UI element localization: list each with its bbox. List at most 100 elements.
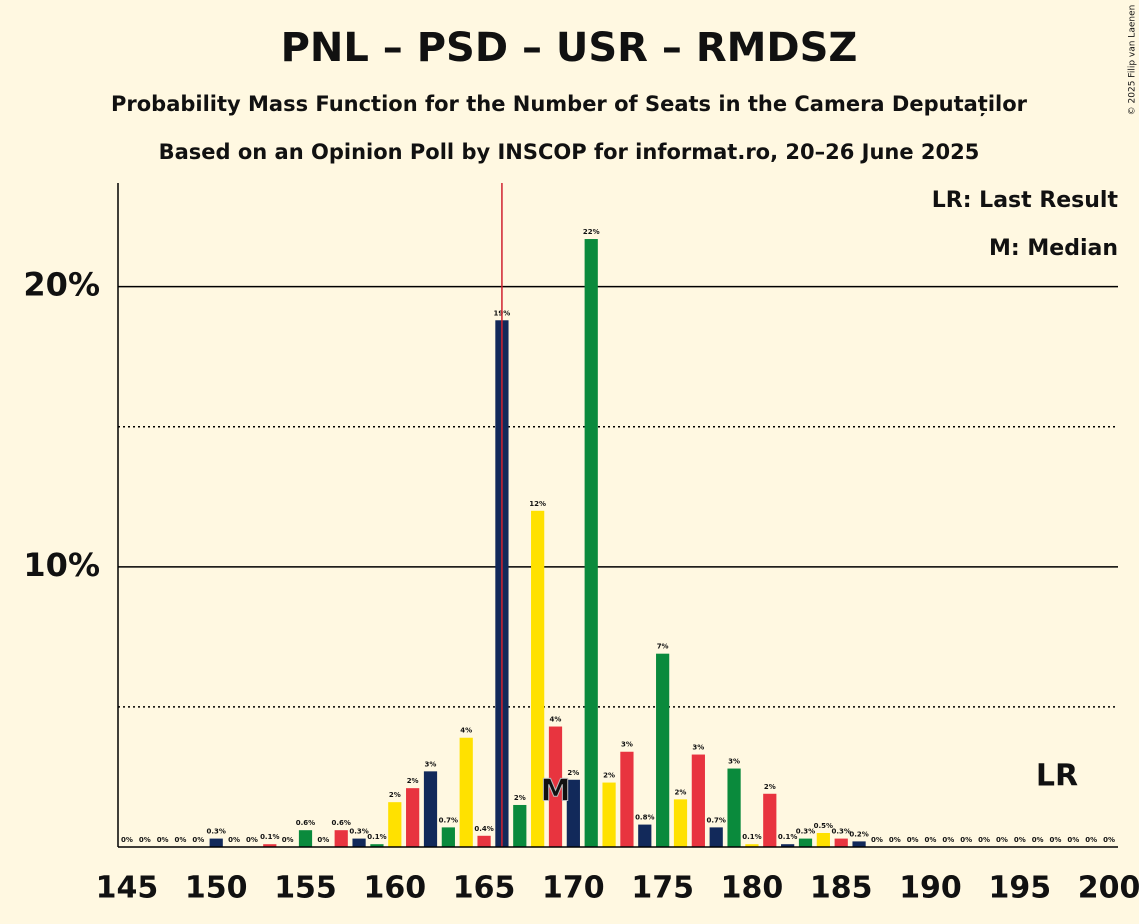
value-label: 3% [425,760,437,768]
bar [816,832,830,847]
legend-entry: M: Median [989,236,1118,261]
value-label: 0% [978,836,990,844]
bar [691,754,705,847]
bar [834,838,848,847]
value-label: 0% [1014,836,1026,844]
bar [459,737,473,847]
value-label: 0.4% [474,825,493,833]
value-label: 2% [567,769,579,777]
x-tick-label: 170 [542,871,605,906]
chart-subtitle: Based on an Opinion Poll by INSCOP for i… [159,140,980,164]
value-label: 0.1% [742,833,761,841]
value-label: 0% [121,836,133,844]
bar [852,841,866,847]
bar [584,239,598,847]
value-label: 0.3% [796,828,815,836]
bar [298,830,313,847]
x-tick-label: 185 [810,871,873,906]
value-label: 3% [728,758,740,766]
value-label: 0.7% [707,816,726,824]
value-label: 0% [871,836,883,844]
value-label: 0.1% [367,833,386,841]
value-label: 2% [603,772,615,780]
bar [727,768,741,847]
bar [763,793,777,847]
value-label: 0% [1032,836,1044,844]
bar [798,838,813,847]
bar [388,802,402,847]
x-tick-label: 150 [185,871,248,906]
bar [673,799,688,847]
value-label: 0% [246,836,258,844]
x-tick-label: 165 [453,871,516,906]
value-label: 0% [317,836,329,844]
bar [709,827,723,847]
chart-subtitle: Probability Mass Function for the Number… [111,92,1028,117]
value-label: 0.8% [635,814,654,822]
value-label: 2% [389,791,401,799]
value-label: 0.3% [349,828,368,836]
value-label: 7% [657,643,669,651]
bar [745,844,759,847]
bar [352,838,366,847]
value-label: 0% [1085,836,1097,844]
value-label: 0% [889,836,901,844]
last-result-label: LR [1036,759,1078,794]
value-label: 4% [550,716,562,724]
bar [602,782,616,847]
x-tick-label: 155 [274,871,337,906]
value-label: 2% [764,783,776,791]
value-label: 0% [175,836,187,844]
value-label: 0% [960,836,972,844]
value-label: 0.3% [832,828,851,836]
y-tick-label: 10% [23,546,100,584]
value-label: 0% [282,836,294,844]
bar [620,751,634,847]
x-tick-label: 190 [899,871,962,906]
value-label: 0% [139,836,151,844]
bar [209,838,223,847]
value-label: 0% [228,836,240,844]
bar [370,844,384,847]
copyright: © 2025 Filip van Laenen [1128,5,1138,116]
value-label: 0.7% [439,816,458,824]
value-label: 0.6% [296,819,315,827]
value-label: 3% [621,741,633,749]
value-label: 0.5% [814,822,833,830]
bar [477,835,491,847]
x-tick-label: 195 [988,871,1051,906]
bar [781,844,795,847]
median-label: M [541,774,571,809]
x-tick-label: 145 [96,871,159,906]
value-label: 0% [907,836,919,844]
value-label: 0% [1067,836,1079,844]
value-label: 0% [1050,836,1062,844]
value-label: 12% [529,500,546,508]
bar [531,510,545,847]
y-tick-label: 20% [23,266,100,304]
value-label: 2% [407,777,419,785]
value-label: 0.6% [332,819,351,827]
value-label: 2% [514,794,526,802]
bar [406,788,420,847]
value-label: 0% [942,836,954,844]
bar [441,827,455,847]
legend-entry: LR: Last Result [932,188,1119,213]
value-label: 4% [460,727,472,735]
bar [638,824,652,847]
value-label: 3% [692,744,704,752]
bar [548,726,563,847]
value-label: 0.2% [849,830,868,838]
x-tick-label: 175 [631,871,694,906]
x-tick-label: 180 [721,871,784,906]
value-label: 22% [583,228,600,236]
value-label: 0% [157,836,169,844]
chart-title: PNL – PSD – USR – RMDSZ [281,25,858,71]
value-label: 0.1% [260,833,279,841]
bar [656,653,670,847]
bar [513,804,527,847]
value-label: 0% [925,836,937,844]
value-label: 0% [996,836,1008,844]
